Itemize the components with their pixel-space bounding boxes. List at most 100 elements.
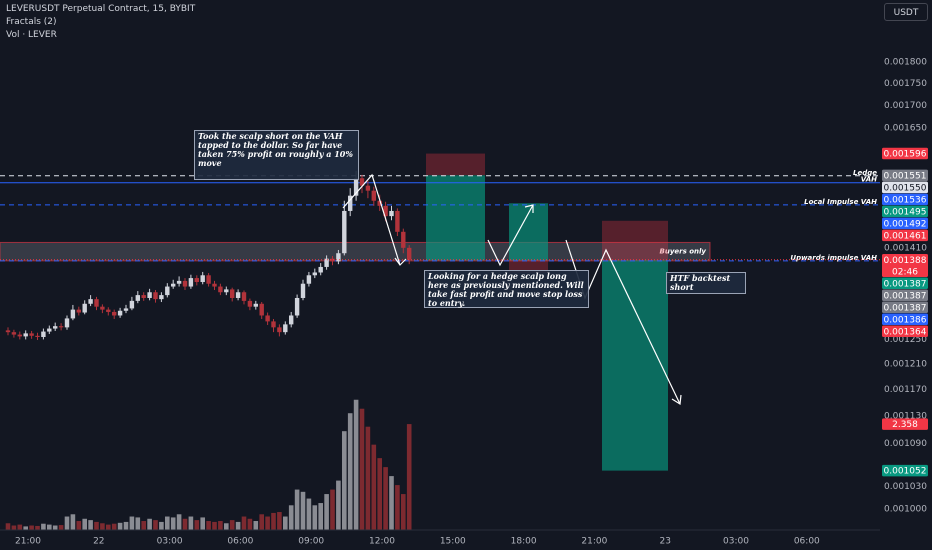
candle-body <box>395 210 400 232</box>
candle-body <box>41 331 46 338</box>
price-tag <box>882 229 928 242</box>
candle-body <box>29 333 34 336</box>
x-tick-label: 12:00 <box>369 537 395 547</box>
price-tag-label: 0.001550 <box>884 183 927 193</box>
candle-body <box>182 280 188 287</box>
x-tick-label: 03:00 <box>723 537 749 547</box>
candle-body <box>336 253 341 262</box>
volume-bar <box>88 520 93 530</box>
candle-body <box>212 283 217 287</box>
candle-body <box>117 310 123 316</box>
volume-bar <box>224 523 229 530</box>
candle-body <box>377 200 382 206</box>
volume-bar <box>336 480 341 530</box>
candle-body <box>318 266 323 273</box>
volume-bar <box>141 521 146 530</box>
drawn-arrow <box>487 204 534 267</box>
volume-bar <box>47 524 52 530</box>
candle-body <box>271 321 276 328</box>
volume-bar <box>147 518 152 530</box>
price-tag <box>882 254 928 278</box>
candle-body <box>306 275 312 284</box>
candle-body <box>35 335 40 338</box>
currency-button[interactable]: USDT <box>884 3 928 21</box>
volume-bar <box>383 467 388 530</box>
price-tag <box>882 217 928 230</box>
volume-bar <box>365 426 371 530</box>
candle-body <box>106 309 111 312</box>
price-tag-label: 0.001388 <box>884 256 927 266</box>
level-label: Local Impulse VAH <box>804 198 877 206</box>
volume-bar <box>353 399 359 530</box>
candle-body <box>200 275 205 283</box>
volume-bar <box>159 521 164 530</box>
level-label: Ledge <box>853 169 877 177</box>
price-tag-label: 0.001052 <box>884 467 927 477</box>
candle-body <box>70 309 76 319</box>
volume-bar <box>306 498 312 530</box>
candle-body <box>76 309 81 313</box>
volume-bar <box>41 523 46 530</box>
candle-body <box>300 283 306 298</box>
volume-bar <box>94 521 99 530</box>
x-tick-label: 03:00 <box>157 537 183 547</box>
candle-body <box>153 292 158 300</box>
candle-body <box>64 318 70 328</box>
volume-bar <box>288 505 294 530</box>
volume-bar <box>241 516 247 530</box>
candle-body <box>165 286 170 296</box>
volume-bar <box>377 458 382 530</box>
candle-body <box>176 280 182 284</box>
candle-body <box>407 247 412 260</box>
price-tag <box>882 418 928 430</box>
candle-body <box>188 278 194 287</box>
price-tag <box>882 169 928 182</box>
level-label: Upwards impulse VAH <box>790 254 877 262</box>
volume-bar <box>294 489 300 530</box>
volume-bar <box>318 503 323 530</box>
position-profit <box>509 203 548 261</box>
candle-body <box>247 300 253 307</box>
volume-bar <box>135 517 141 530</box>
candle-body <box>206 275 211 284</box>
level-label: VAH <box>861 176 877 184</box>
volume-bar <box>389 476 394 530</box>
price-tag-label: 0.001461 <box>884 231 927 241</box>
volume-bar <box>106 524 111 530</box>
price-tag-label: 0.001387 <box>884 303 927 313</box>
price-tag <box>882 313 928 326</box>
x-tick-label: 06:00 <box>794 537 820 547</box>
annotation: Took the scalp short on the VAH tapped t… <box>194 130 359 180</box>
price-tag-label: 0.001387 <box>884 279 927 289</box>
candle-body <box>82 303 87 313</box>
candle-body <box>294 297 300 316</box>
price-tag <box>882 464 928 477</box>
candle-body <box>324 258 329 267</box>
volume-bar <box>188 516 194 530</box>
candle-body <box>53 326 58 329</box>
candle-body <box>230 289 235 298</box>
candle-body <box>235 292 241 298</box>
candle-body <box>312 272 317 276</box>
candle-body <box>171 283 176 287</box>
volume-bar <box>123 521 129 530</box>
volume-bar <box>277 512 282 530</box>
y-tick-label: 0.001170 <box>884 385 927 395</box>
candle-body <box>112 311 117 316</box>
arrow-head <box>394 257 407 266</box>
candle-body <box>123 308 129 311</box>
symbol-title: LEVERUSDT Perpetual Contract, 15, BYBIT <box>6 4 196 14</box>
volume-bar <box>11 525 17 530</box>
price-tag-label: 2.358 <box>892 420 918 430</box>
volume-bar <box>371 444 377 530</box>
candle-body <box>389 210 394 217</box>
price-tag-label: 0.001536 <box>884 195 927 205</box>
volume-bar <box>200 517 205 530</box>
volume-bar <box>271 512 276 530</box>
price-tag <box>882 289 928 302</box>
volume-bar <box>283 516 288 530</box>
x-tick-label: 22 <box>93 537 104 547</box>
y-tick-label: 0.001750 <box>884 79 927 89</box>
candle-body <box>289 315 294 325</box>
price-tag-label: 0.001364 <box>884 327 927 337</box>
